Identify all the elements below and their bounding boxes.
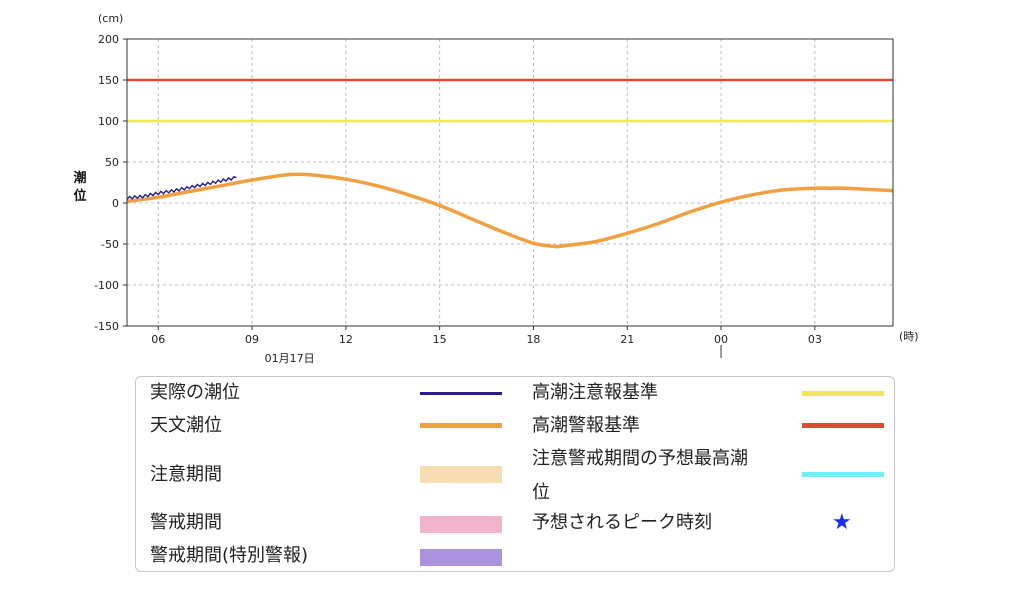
- legend-swatch-astro: [420, 423, 502, 428]
- tide-chart: 200 150 100 50 0 -50 -100 -150 06 09 12 15 18 21 00 03…: [73, 12, 919, 365]
- legend-label-actual: 実際の潮位: [150, 382, 240, 403]
- legend-label-warning-period: 警戒期間: [150, 512, 222, 533]
- series: [126, 172, 894, 249]
- legend-swatch-forecast-max: [802, 472, 884, 477]
- legend-swatch-warning-period: [420, 516, 502, 533]
- y-axis-label-char1: 潮: [73, 170, 86, 186]
- y-tick-label: -100: [94, 279, 119, 292]
- y-ticks: 200 150 100 50 0 -50 -100 -150: [94, 33, 127, 333]
- legend: 実際の潮位 天文潮位 注意期間 警戒期間 警戒期間(特別警報) 高潮注意報基準 …: [135, 376, 895, 572]
- legend-swatch-advisory-standard: [802, 391, 884, 396]
- x-ticks: 06 09 12 15 18 21 00 03: [151, 326, 822, 346]
- star-icon: ★: [832, 510, 852, 535]
- y-tick-label: 200: [98, 33, 119, 46]
- legend-label-astro: 天文潮位: [150, 415, 222, 436]
- y-tick-label: 150: [98, 74, 119, 87]
- legend-label-forecast-max: 注意警戒期間の予想最高潮: [532, 448, 748, 469]
- astronomical-tide-line: [126, 172, 894, 249]
- x-tick-label: 00: [714, 333, 728, 346]
- x-tick-label: 15: [433, 333, 447, 346]
- x-tick-label: 06: [151, 333, 165, 346]
- y-tick-label: 0: [112, 197, 119, 210]
- legend-swatch-actual: [420, 392, 502, 395]
- actual-tide-line: [126, 175, 237, 200]
- x-tick-label: 12: [339, 333, 353, 346]
- y-tick-label: -50: [101, 238, 119, 251]
- legend-label-advisory-standard: 高潮注意報基準: [532, 382, 658, 403]
- x-tick-label: 09: [245, 333, 259, 346]
- y-tick-label: 100: [98, 115, 119, 128]
- date-label: 01月17日: [265, 352, 315, 365]
- legend-swatch-special-period: [420, 549, 502, 566]
- legend-label-peak-time: 予想されるピーク時刻: [532, 512, 712, 533]
- legend-label-advisory-period: 注意期間: [150, 464, 222, 485]
- x-tick-label: 18: [526, 333, 540, 346]
- y-axis-label-char2: 位: [73, 188, 86, 204]
- y-tick-label: -150: [94, 320, 119, 333]
- legend-swatch-advisory-period: [420, 466, 502, 483]
- legend-label-warning-standard: 高潮警報基準: [532, 415, 640, 436]
- x-tick-label: 21: [620, 333, 634, 346]
- x-tick-label: 03: [808, 333, 822, 346]
- x-unit-label: (時): [899, 330, 919, 343]
- plot-frame: [126, 38, 894, 327]
- y-tick-label: 50: [105, 156, 119, 169]
- legend-label-forecast-max-cont: 位: [532, 482, 550, 503]
- y-unit-label: (cm): [98, 12, 123, 25]
- threshold-lines: [127, 78, 893, 123]
- legend-swatch-warning-standard: [802, 423, 884, 428]
- legend-label-special-period: 警戒期間(特別警報): [150, 545, 309, 566]
